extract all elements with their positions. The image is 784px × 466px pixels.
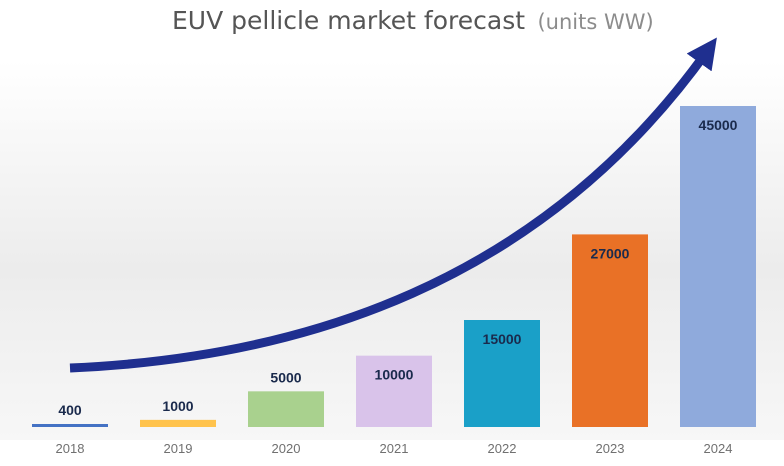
bar-2023 <box>572 234 648 427</box>
x-tick-label-2022: 2022 <box>488 441 517 456</box>
chart-title-unit: (units WW) <box>537 10 653 34</box>
value-label-2024: 45000 <box>699 117 738 133</box>
value-label-2018: 400 <box>58 402 82 418</box>
value-label-2023: 27000 <box>591 245 630 261</box>
bar-2018 <box>32 424 108 427</box>
bar-2022 <box>464 320 540 427</box>
chart-title: EUV pellicle market forecast (units WW) <box>172 6 654 35</box>
tick-labels-group: 2018 2019 2020 2021 2022 2023 2024 <box>56 441 733 456</box>
value-label-2019: 1000 <box>162 398 193 414</box>
x-tick-label-2023: 2023 <box>596 441 625 456</box>
value-label-2022: 15000 <box>483 331 522 347</box>
bars-group <box>32 106 756 427</box>
x-tick-label-2019: 2019 <box>164 441 193 456</box>
bar-2024 <box>680 106 756 427</box>
x-tick-label-2020: 2020 <box>272 441 301 456</box>
value-labels-group: 400 1000 5000 10000 15000 27000 45000 <box>58 117 737 418</box>
bar-2019 <box>140 419 216 427</box>
chart-title-text: EUV pellicle market forecast <box>172 6 525 35</box>
bar-2021 <box>356 355 432 427</box>
bar-2020 <box>248 391 324 427</box>
x-tick-label-2021: 2021 <box>380 441 409 456</box>
value-label-2021: 10000 <box>375 367 414 383</box>
trend-arrow <box>69 37 717 373</box>
x-tick-label-2018: 2018 <box>56 441 85 456</box>
x-tick-label-2024: 2024 <box>704 441 733 456</box>
value-label-2020: 5000 <box>270 369 301 385</box>
